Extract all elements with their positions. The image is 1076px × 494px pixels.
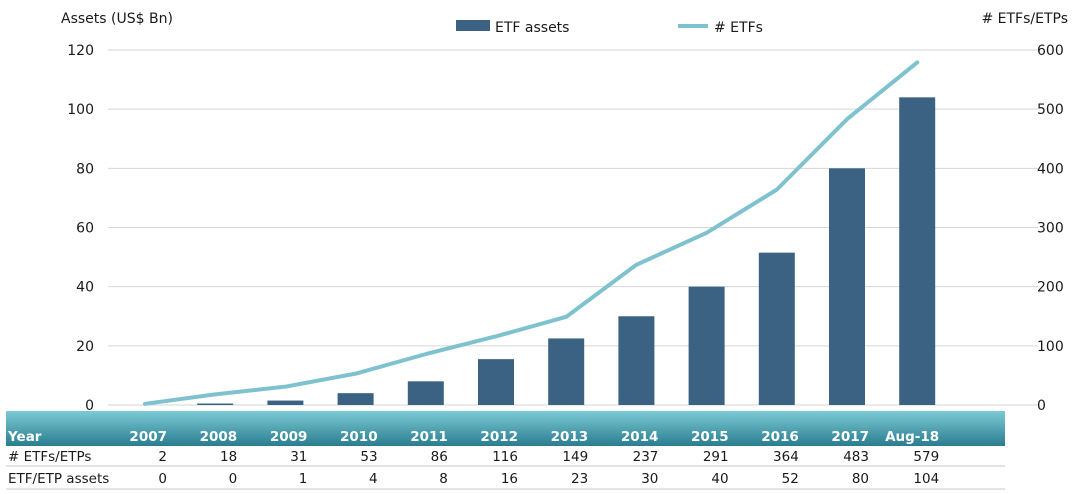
right-tick-label: 500 <box>1037 102 1064 118</box>
right-tick-label: 200 <box>1037 280 1064 296</box>
table-header-bar <box>6 411 1005 446</box>
bar-series <box>197 97 936 405</box>
table-cell: 80 <box>852 471 869 487</box>
bar <box>197 403 234 405</box>
table-year: 2011 <box>410 429 448 445</box>
table-year: 2008 <box>200 429 238 445</box>
left-tick-label: 20 <box>76 339 94 355</box>
table-cell: 4 <box>369 471 378 487</box>
table-year: 2012 <box>480 429 518 445</box>
left-tick-label: 60 <box>76 221 94 237</box>
right-axis-title: # ETFs/ETPs <box>981 11 1068 27</box>
gridlines <box>108 49 1038 406</box>
left-tick-label: 120 <box>67 43 94 59</box>
table-cell: 18 <box>220 449 237 465</box>
table-cell: 0 <box>158 471 167 487</box>
table-header-label: Year <box>7 429 42 445</box>
table-cell: 52 <box>782 471 799 487</box>
table-row-label: ETF/ETP assets <box>8 471 109 487</box>
table-cell: 40 <box>711 471 728 487</box>
table-cell: 16 <box>501 471 518 487</box>
table-year: 2009 <box>270 429 308 445</box>
table-cell: 364 <box>773 449 799 465</box>
bar <box>899 97 936 405</box>
bar <box>688 286 725 405</box>
table-cell: 237 <box>633 449 659 465</box>
left-axis-ticks: 0 20 40 60 80 100 120 <box>67 43 94 414</box>
table-cell: 53 <box>360 449 377 465</box>
bar <box>829 168 865 405</box>
table-year: 2017 <box>831 429 869 445</box>
table-year: 2007 <box>129 429 167 445</box>
table-year: Aug-18 <box>885 429 939 445</box>
table-cell: 86 <box>431 449 448 465</box>
bar <box>407 381 444 405</box>
table-year: 2013 <box>551 429 589 445</box>
right-tick-label: 400 <box>1037 161 1064 177</box>
table-cell: 2 <box>158 449 167 465</box>
bar <box>618 316 655 405</box>
left-tick-label: 80 <box>76 161 94 177</box>
left-tick-label: 0 <box>85 398 94 414</box>
table-cell: 31 <box>290 449 307 465</box>
table-cell: 116 <box>492 449 518 465</box>
table-cell: 291 <box>703 449 729 465</box>
bar <box>267 400 304 405</box>
table-year: 2016 <box>761 429 799 445</box>
table-cell: 8 <box>439 471 448 487</box>
bar <box>337 393 374 405</box>
data-table: Year 2007 2008 2009 2010 2011 2012 2013 2014 201… <box>6 411 1005 490</box>
bar <box>478 359 514 405</box>
table-cell: 23 <box>571 471 588 487</box>
table-cell: 30 <box>641 471 658 487</box>
left-tick-label: 40 <box>76 280 94 296</box>
legend-bar-swatch <box>456 20 490 31</box>
table-year: 2014 <box>621 429 659 445</box>
table-year: 2010 <box>340 429 378 445</box>
right-tick-label: 100 <box>1037 339 1064 355</box>
table-row-label: # ETFs/ETPs <box>8 449 91 465</box>
table-cell: 1 <box>299 471 308 487</box>
right-tick-label: 300 <box>1037 221 1064 237</box>
right-tick-label: 0 <box>1037 398 1046 414</box>
legend-line-label: # ETFs <box>714 20 763 36</box>
line-series <box>143 60 920 406</box>
table-cell: 483 <box>843 449 869 465</box>
legend: ETF assets # ETFs <box>456 20 763 36</box>
left-axis-title: Assets (US$ Bn) <box>61 11 173 27</box>
table-cell: 579 <box>913 449 939 465</box>
bar <box>548 338 585 405</box>
table-year: 2015 <box>691 429 729 445</box>
table-cell: 0 <box>229 471 238 487</box>
right-tick-label: 600 <box>1037 43 1064 59</box>
bar <box>758 252 795 405</box>
table-cell: 104 <box>913 471 939 487</box>
right-axis-ticks: 0 100 200 300 400 500 600 <box>1037 43 1064 414</box>
left-tick-label: 100 <box>67 102 94 118</box>
legend-bar-label: ETF assets <box>495 20 569 36</box>
table-cell: 149 <box>562 449 588 465</box>
series-line <box>143 60 920 406</box>
